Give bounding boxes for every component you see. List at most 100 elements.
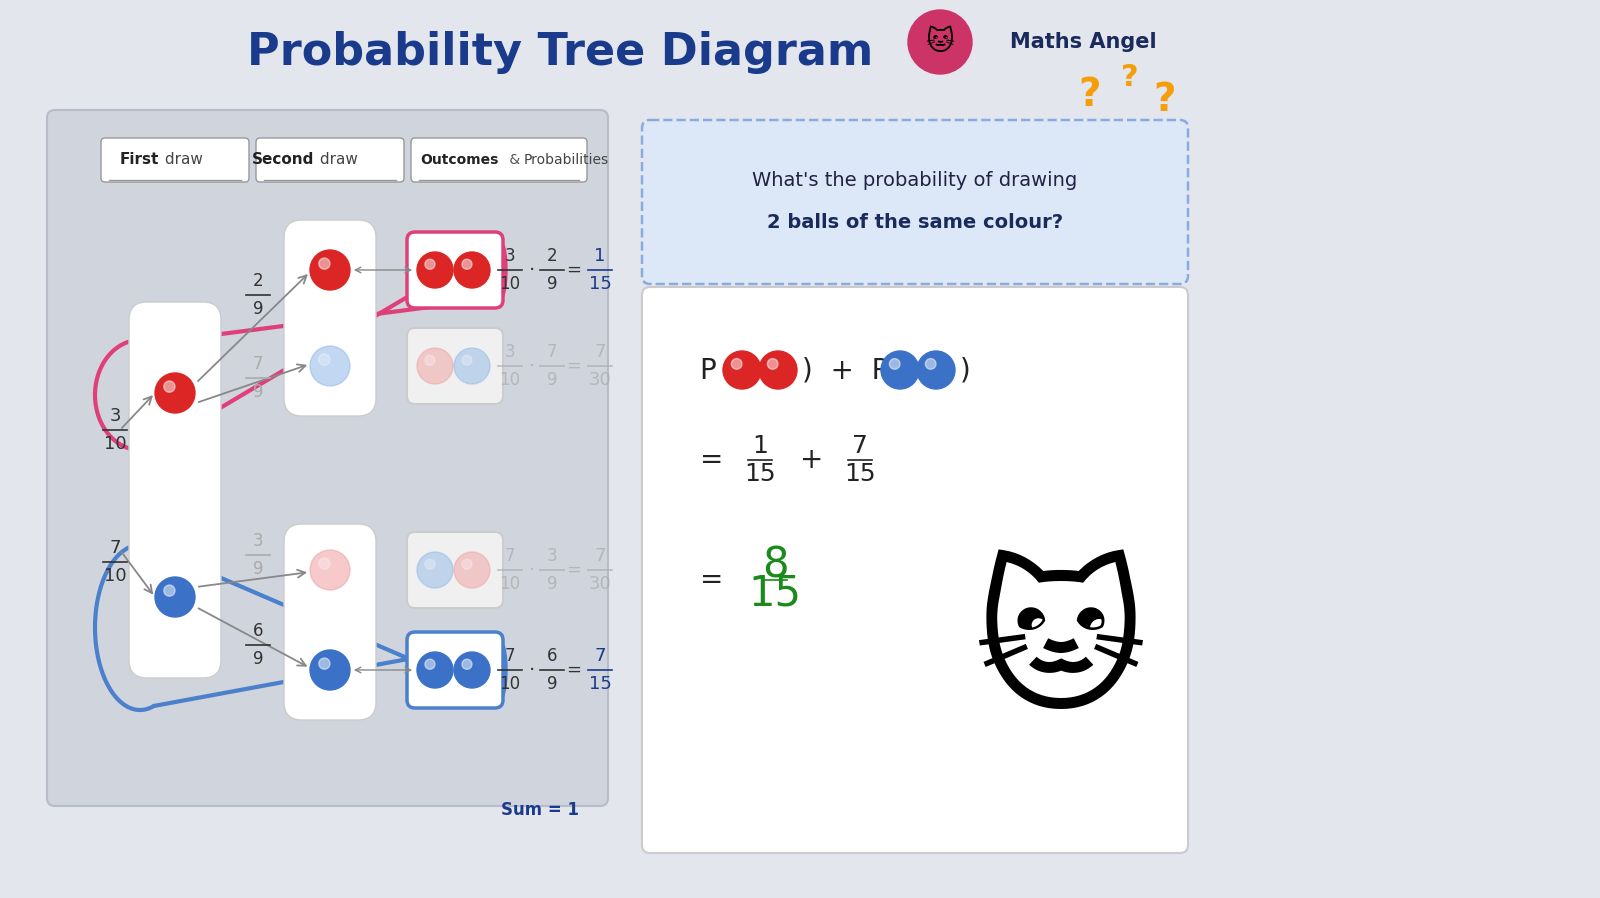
Circle shape [155, 577, 195, 617]
Circle shape [418, 652, 453, 688]
Text: 7: 7 [594, 343, 606, 361]
Text: Second: Second [251, 153, 314, 168]
Text: 7: 7 [504, 547, 515, 565]
Text: Probability Tree Diagram: Probability Tree Diagram [246, 31, 874, 74]
Text: P (: P ( [701, 356, 736, 384]
FancyBboxPatch shape [101, 138, 250, 182]
Text: )  +  P (: ) + P ( [802, 356, 909, 384]
Text: 15: 15 [845, 462, 875, 486]
Text: 9: 9 [253, 300, 264, 318]
Circle shape [462, 356, 472, 365]
Text: 9: 9 [547, 371, 557, 389]
Text: =: = [566, 261, 581, 279]
Text: =: = [701, 446, 723, 474]
Circle shape [418, 348, 453, 384]
Text: 9: 9 [547, 675, 557, 693]
Circle shape [310, 250, 350, 290]
Circle shape [723, 351, 762, 389]
FancyBboxPatch shape [285, 220, 376, 416]
Text: 9: 9 [253, 650, 264, 668]
Text: Maths Angel: Maths Angel [1010, 32, 1157, 52]
Text: 10: 10 [499, 275, 520, 293]
Text: 1: 1 [594, 247, 606, 265]
Text: 10: 10 [499, 575, 520, 593]
Text: 15: 15 [749, 573, 802, 615]
Text: 15: 15 [589, 675, 611, 693]
Circle shape [462, 659, 472, 669]
Circle shape [768, 358, 778, 369]
FancyBboxPatch shape [406, 532, 502, 608]
Circle shape [758, 351, 797, 389]
Circle shape [318, 354, 330, 365]
FancyBboxPatch shape [256, 138, 403, 182]
Circle shape [454, 652, 490, 688]
Text: 7: 7 [594, 647, 606, 665]
Text: 10: 10 [499, 371, 520, 389]
Circle shape [917, 351, 955, 389]
Text: ?: ? [1122, 64, 1139, 92]
Text: 2 balls of the same colour?: 2 balls of the same colour? [766, 214, 1062, 233]
Circle shape [882, 351, 918, 389]
Text: Probabilities: Probabilities [525, 153, 610, 167]
FancyBboxPatch shape [642, 120, 1187, 284]
Circle shape [426, 260, 435, 269]
Circle shape [310, 650, 350, 690]
Circle shape [318, 258, 330, 269]
Text: Outcomes: Outcomes [419, 153, 498, 167]
Text: 3: 3 [109, 407, 120, 425]
Text: &: & [506, 153, 525, 167]
Text: draw: draw [160, 153, 203, 168]
FancyBboxPatch shape [406, 328, 502, 404]
Text: ?: ? [1078, 76, 1101, 114]
Text: 10: 10 [104, 567, 126, 585]
Text: 3: 3 [504, 343, 515, 361]
Text: =: = [566, 661, 581, 679]
Circle shape [909, 10, 973, 74]
Text: 8: 8 [762, 545, 789, 587]
Text: 9: 9 [253, 560, 264, 578]
Text: Sum = 1: Sum = 1 [501, 801, 579, 819]
Text: 1: 1 [752, 434, 768, 458]
Text: 2: 2 [547, 247, 557, 265]
Circle shape [426, 356, 435, 365]
Text: 3: 3 [253, 532, 264, 550]
Text: What's the probability of drawing: What's the probability of drawing [752, 171, 1078, 189]
Circle shape [163, 381, 174, 392]
Circle shape [454, 552, 490, 588]
Circle shape [462, 260, 472, 269]
Circle shape [426, 559, 435, 569]
Circle shape [426, 659, 435, 669]
Circle shape [418, 552, 453, 588]
Circle shape [731, 358, 742, 369]
Text: 7: 7 [853, 434, 867, 458]
Text: 7: 7 [504, 647, 515, 665]
Text: ): ) [960, 356, 971, 384]
Text: 15: 15 [744, 462, 776, 486]
Text: 7: 7 [253, 355, 264, 373]
Text: 7: 7 [109, 539, 120, 557]
Text: 30: 30 [589, 575, 611, 593]
Text: 9: 9 [253, 383, 264, 401]
Text: 9: 9 [547, 275, 557, 293]
Text: 3: 3 [547, 547, 557, 565]
Text: 10: 10 [104, 435, 126, 453]
Text: ·: · [530, 260, 534, 279]
Text: 15: 15 [589, 275, 611, 293]
Circle shape [318, 658, 330, 669]
FancyBboxPatch shape [642, 287, 1187, 853]
Text: 6: 6 [547, 647, 557, 665]
FancyBboxPatch shape [46, 110, 608, 806]
Text: 6: 6 [253, 622, 264, 640]
Text: ·: · [530, 661, 534, 680]
FancyBboxPatch shape [411, 138, 587, 182]
Text: 10: 10 [499, 675, 520, 693]
Text: 2: 2 [253, 272, 264, 290]
Circle shape [418, 252, 453, 288]
Circle shape [462, 559, 472, 569]
Circle shape [454, 252, 490, 288]
FancyBboxPatch shape [406, 632, 502, 708]
Circle shape [925, 358, 936, 369]
FancyBboxPatch shape [285, 524, 376, 720]
Text: 3: 3 [504, 247, 515, 265]
Text: First: First [120, 153, 158, 168]
